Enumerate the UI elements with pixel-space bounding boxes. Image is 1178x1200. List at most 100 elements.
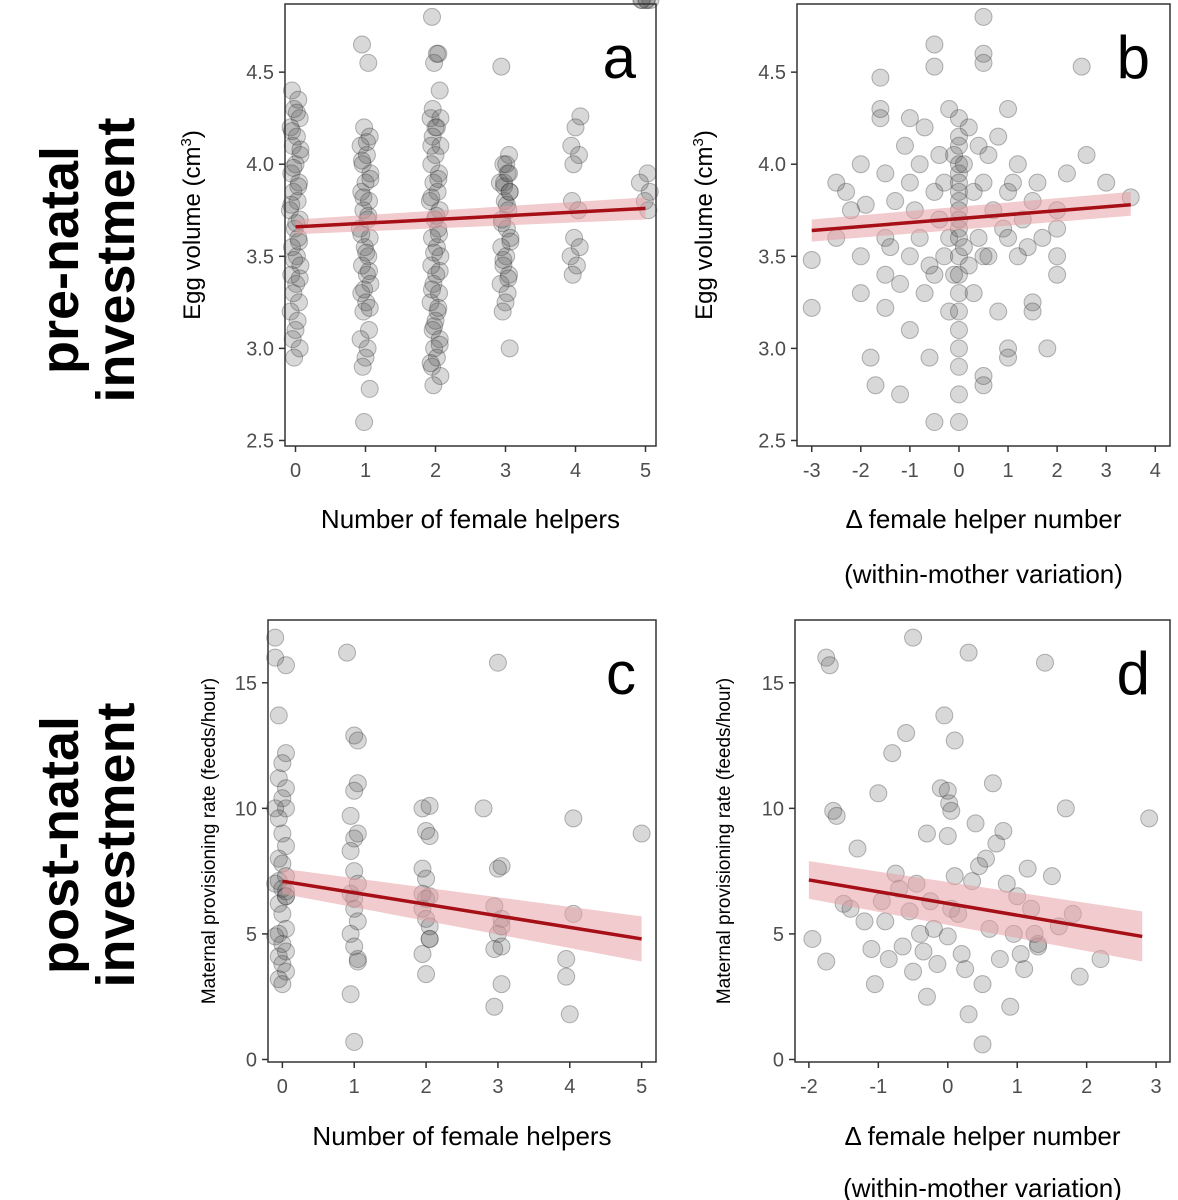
panel-c: 0 5 10 15 0 1 2 3 4 5 c Number of female helpers Mat… [199,619,657,1151]
data-point [989,127,1008,146]
data-point [848,839,867,858]
regression-line [808,878,1143,939]
data-point [269,809,288,828]
data-point [287,274,306,293]
data-point [491,274,510,293]
data-point [423,127,442,146]
x-tick-label: 2 [430,460,441,482]
data-point [494,250,513,269]
data-point [820,656,839,675]
data-point [949,320,968,339]
plot-area [268,620,656,1062]
y-tick-label: 3.0 [758,338,786,360]
data-point [356,173,375,192]
data-point [973,1035,992,1054]
x-tick-label: 0 [290,460,301,482]
row-label-prenatal-line1: pre-natal [30,146,90,374]
y-axis-title-superscript: 3 [690,138,707,146]
data-point [567,256,586,275]
data-point [361,164,380,183]
data-point [273,975,292,994]
data-point [266,927,285,946]
y-axis-title: Maternal provisioning rate (feeds/hour) [714,678,735,1004]
data-point [803,929,822,948]
data-point [427,238,446,257]
data-point [357,293,376,312]
x-tick-label: 4 [564,1076,575,1098]
data-point [945,146,964,165]
data-point [940,302,959,321]
data-point [276,799,295,818]
data-point [895,136,914,155]
data-point [871,99,890,118]
data-point [341,806,360,825]
data-point [1011,945,1030,964]
data-point [269,970,288,989]
y-tick-label: 5 [773,924,784,946]
y-tick-label: 0 [246,1049,257,1071]
data-point [357,243,376,262]
data-point [886,192,905,211]
data-point [865,975,884,994]
data-point [942,801,961,820]
data-point [925,57,944,76]
data-point [353,35,371,54]
panel-border [796,3,1171,447]
data-point [562,136,581,155]
data-point [910,155,929,174]
y-tick-label: 2.5 [758,430,786,452]
data-point [974,173,993,192]
data-point [361,274,380,293]
data-point [989,302,1008,321]
data-point [424,173,443,192]
data-point [1056,799,1075,818]
data-point [430,81,449,100]
data-point [500,164,518,183]
y-axis-title: Egg volume (cm3) [178,130,206,320]
x-tick-label: -1 [901,460,919,482]
data-point [824,801,843,820]
data-point [417,869,436,888]
data-point [431,136,450,155]
data-point [976,849,995,868]
data-point [423,7,441,26]
data-point [949,265,968,284]
y-axis-title-main: Maternal provisioning rate (feeds/hour) [199,678,220,1004]
data-point [561,247,580,266]
x-tick-label: 3 [1151,1076,1162,1098]
data-point [359,247,378,266]
data-point [285,348,304,367]
data-point [964,284,983,303]
x-tick-label: 2 [421,1076,432,1098]
data-point [931,779,950,798]
data-point [291,256,310,275]
data-point [353,155,372,174]
data-point [1018,859,1037,878]
data-point [420,929,439,948]
data-point [286,155,305,174]
data-point [969,228,988,247]
data-point [1140,809,1159,828]
data-point [1018,238,1037,257]
data-point [949,357,968,376]
data-point [570,238,589,257]
data-point [273,754,292,773]
data-point [900,109,919,128]
x-tick-label: 3 [1101,460,1112,482]
data-point [990,950,1009,969]
data-point [421,354,440,373]
data-point [289,90,308,109]
data-point [273,904,292,923]
data-point [354,188,373,207]
data-point [266,628,285,647]
data-point [920,256,939,275]
regression-line [295,206,646,229]
data-point [345,937,364,956]
data-point [276,744,295,763]
data-point [827,173,846,192]
data-point [269,924,288,943]
y-tick-label: 4.5 [758,62,786,84]
data-point [498,284,517,303]
data-point [500,265,518,284]
data-point [282,195,301,214]
